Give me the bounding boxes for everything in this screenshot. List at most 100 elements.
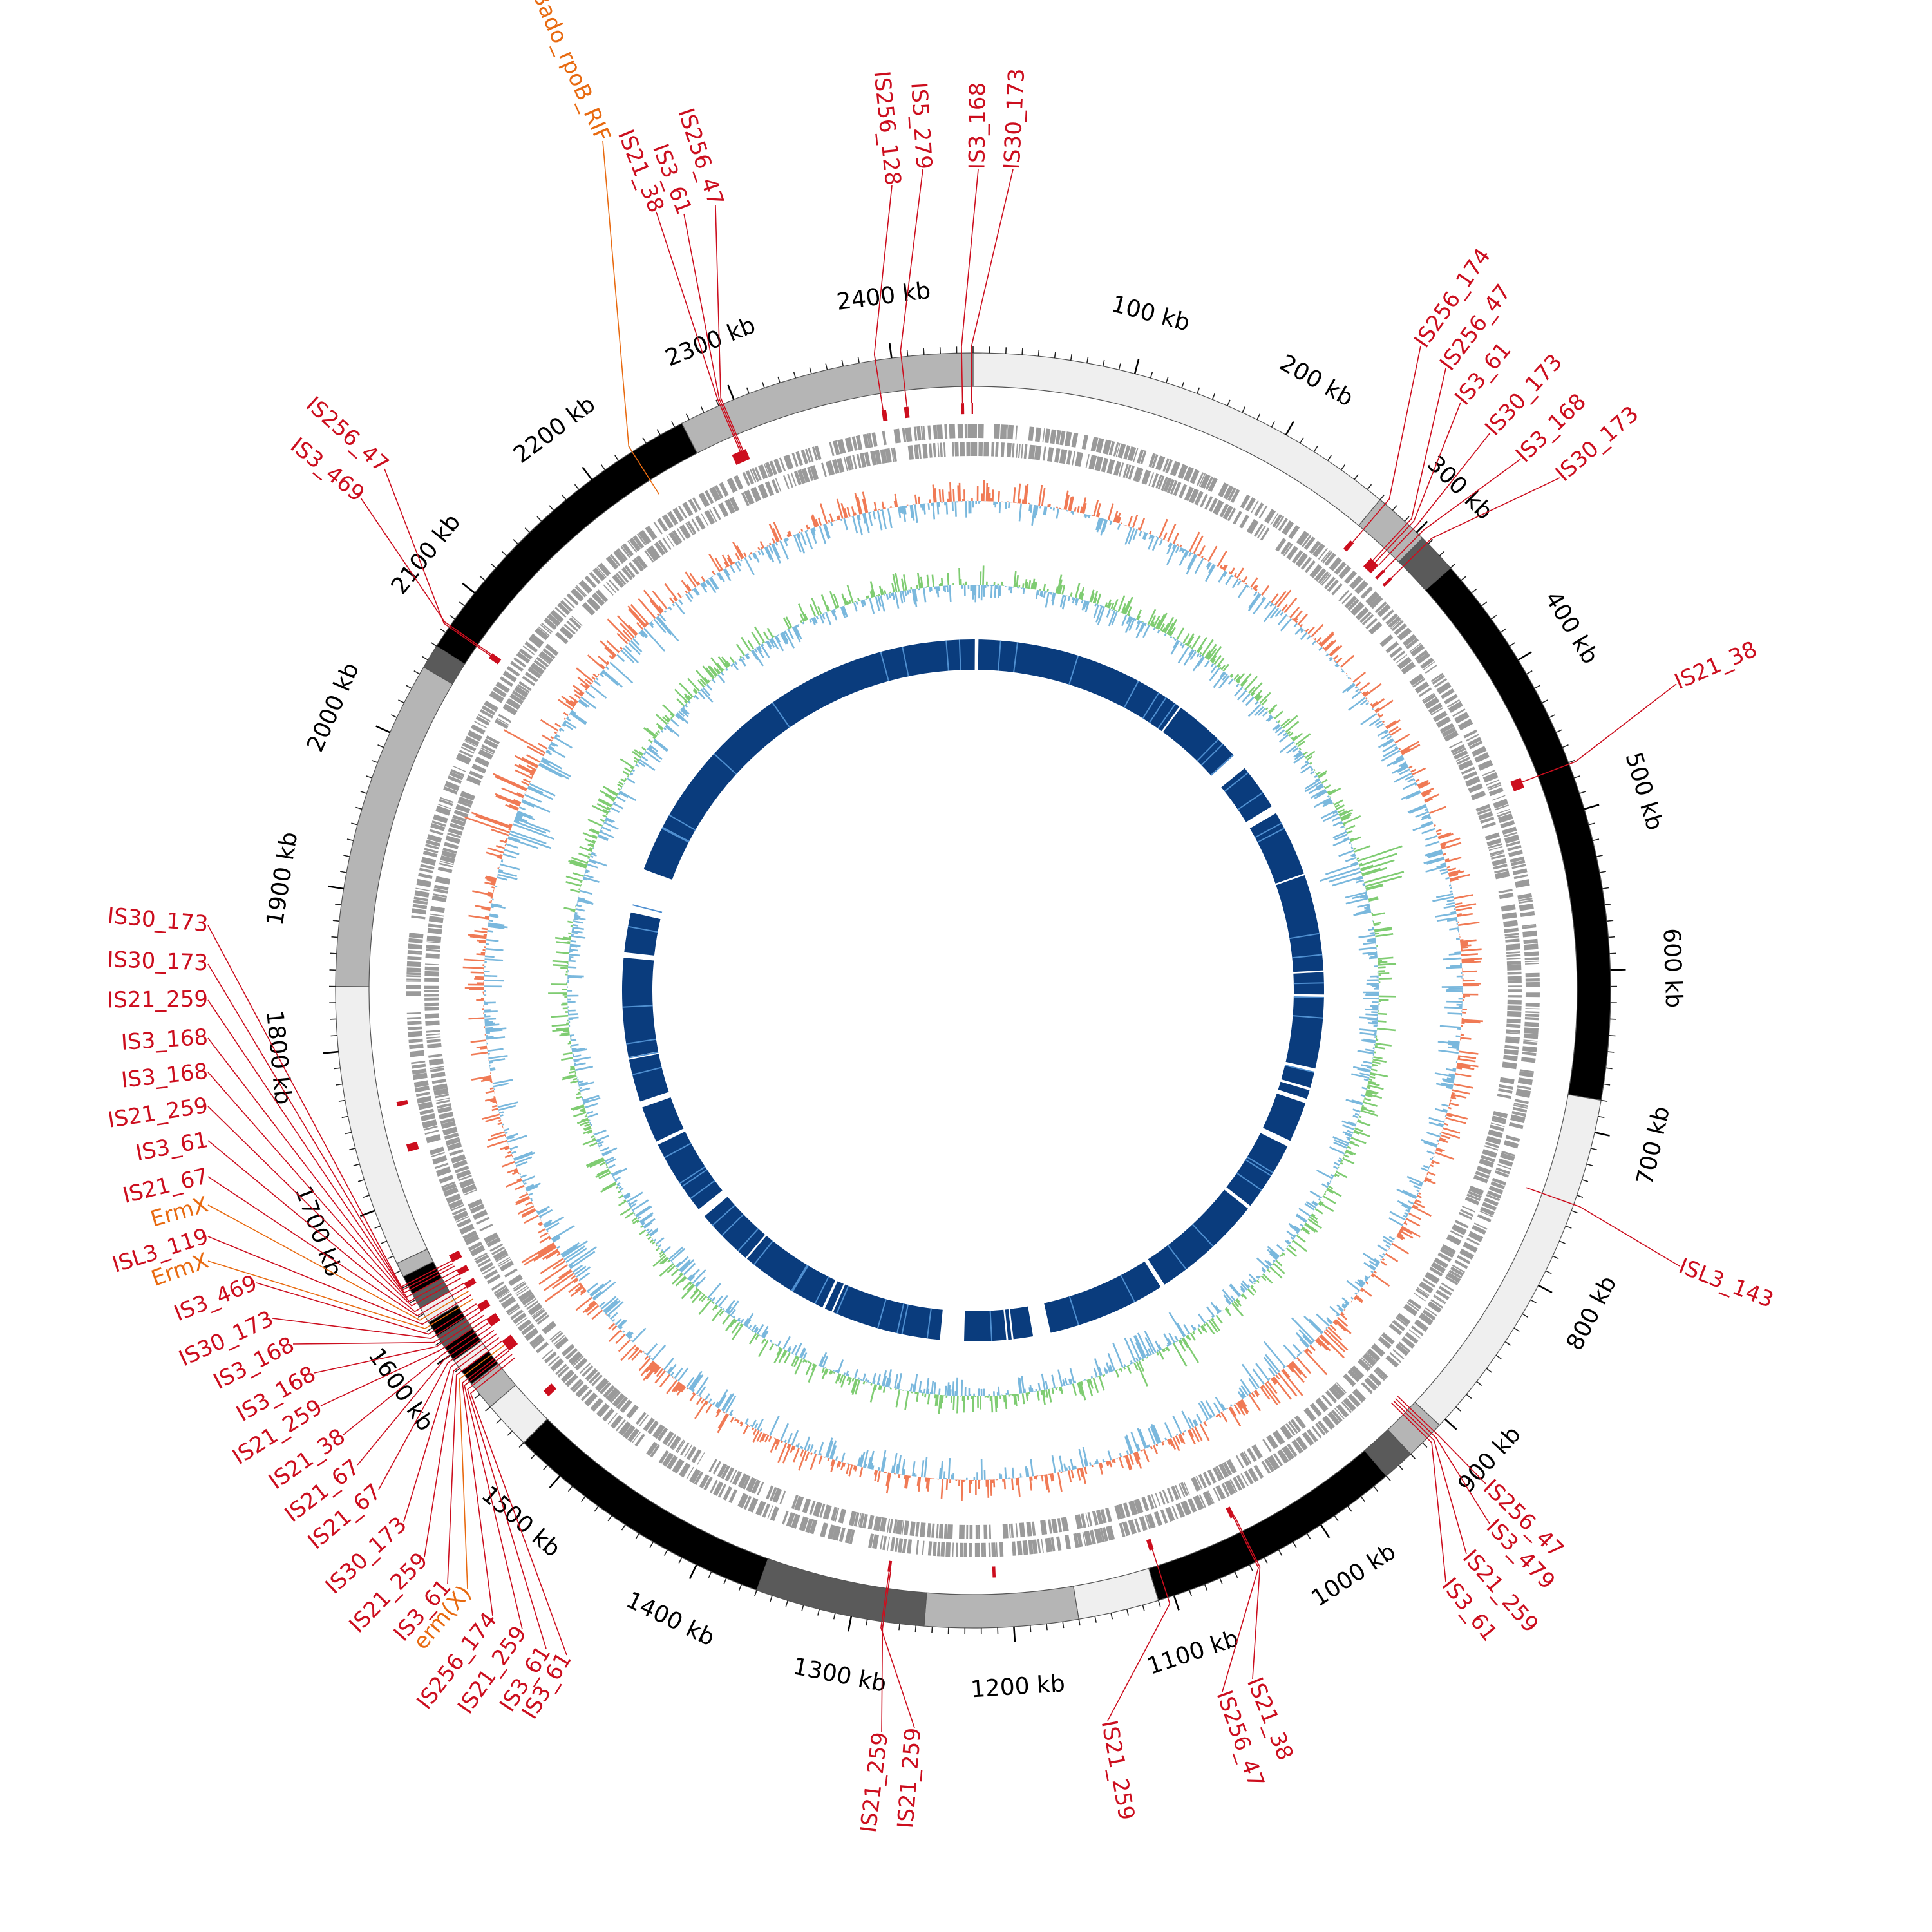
blast-hit-block bbox=[1221, 768, 1272, 822]
annotation-leader-line bbox=[1393, 1400, 1467, 1555]
annotation-leader-line bbox=[1222, 1517, 1259, 1692]
is-marker bbox=[1363, 558, 1379, 574]
annotation-leader-line bbox=[459, 1344, 506, 1590]
blast-hit-block bbox=[1148, 1189, 1248, 1285]
scale-tick-label: 700 kb bbox=[1632, 1104, 1676, 1188]
is-element-label: IS3_168 bbox=[120, 1025, 209, 1056]
is-element-markers bbox=[396, 403, 1524, 1578]
scale-tick-label: 400 kb bbox=[1539, 587, 1603, 668]
annotation-leader-line bbox=[1107, 1549, 1171, 1721]
annotation-leader-line bbox=[1390, 1402, 1446, 1582]
scale-tick-label: 2200 kb bbox=[509, 391, 600, 469]
gene-track-reverse bbox=[424, 442, 1522, 1539]
contig-segment bbox=[923, 1586, 1079, 1629]
is-element-label: IS256_128 bbox=[869, 70, 906, 187]
annotation-leader-line bbox=[1378, 432, 1491, 566]
is-element-label: IS21_259 bbox=[106, 1093, 210, 1133]
annotation-leader-line bbox=[447, 1340, 502, 1584]
contig-segment bbox=[681, 352, 974, 454]
is-element-label: IS21_259 bbox=[893, 1727, 926, 1829]
is-marker bbox=[406, 1141, 419, 1152]
is-marker bbox=[1375, 569, 1385, 580]
annotation-leader-line bbox=[1383, 459, 1521, 571]
is-marker bbox=[457, 1265, 469, 1276]
is-element-label: IS21_259 bbox=[856, 1730, 894, 1833]
blast-hit-block bbox=[643, 639, 973, 880]
blast-hit-block bbox=[1005, 1309, 1012, 1340]
is-marker bbox=[1382, 577, 1393, 587]
annotation-leader-line bbox=[1397, 1396, 1487, 1485]
is-marker bbox=[971, 403, 973, 415]
annotation-leader-line bbox=[320, 1318, 487, 1406]
annotation-leader-line bbox=[207, 999, 455, 1294]
is-element-label: IS3_168 bbox=[120, 1059, 209, 1094]
annotation-leader-line bbox=[602, 140, 659, 495]
scale-tick-label: 2400 kb bbox=[835, 278, 933, 316]
scale-tick-label: 800 kb bbox=[1562, 1272, 1622, 1355]
annotation-leader-line bbox=[1522, 683, 1677, 783]
is-marker bbox=[1146, 1539, 1154, 1551]
annotation-leader-line bbox=[715, 205, 744, 451]
annotation-leader-line bbox=[207, 1072, 459, 1302]
is-marker bbox=[502, 1334, 518, 1351]
annotation-leader-line bbox=[683, 213, 743, 451]
resistance-gene-label: Bado_rpoB_RIF bbox=[527, 0, 616, 146]
blast-hit-block bbox=[978, 639, 1180, 732]
blast-hit-block bbox=[1010, 1306, 1034, 1340]
is-marker bbox=[489, 653, 502, 665]
annotation-leader-line bbox=[403, 1333, 497, 1522]
is-marker bbox=[486, 1312, 500, 1327]
annotation-leader-line bbox=[1374, 402, 1461, 563]
is-marker bbox=[887, 1560, 893, 1572]
gene-features bbox=[424, 442, 1522, 1539]
genome-tracks bbox=[335, 352, 1611, 1629]
annotation-leader-line bbox=[656, 211, 741, 452]
scale-tick-label: 300 kb bbox=[1422, 451, 1497, 526]
annotation-leader-line bbox=[1234, 1516, 1261, 1680]
annotation-leader-line bbox=[378, 1329, 495, 1490]
annotation-leader-line bbox=[207, 1204, 469, 1321]
annotation-leader-line bbox=[880, 1571, 915, 1728]
is-element-label: IS5_279 bbox=[905, 82, 936, 170]
gc-skew-track bbox=[548, 565, 1405, 1414]
annotation-leader-line bbox=[207, 1176, 467, 1317]
scale-tick-label: 1400 kb bbox=[622, 1587, 719, 1652]
annotation-leader-line bbox=[207, 1236, 471, 1325]
annotation-leader-line bbox=[207, 1140, 464, 1312]
blast-hit-block bbox=[746, 1235, 836, 1308]
annotation-leader-line bbox=[1395, 1398, 1490, 1524]
blast-hit-block bbox=[973, 639, 975, 670]
wave-positive bbox=[548, 565, 1405, 1414]
is-element-label: ISL3_143 bbox=[1675, 1253, 1777, 1313]
is-element-label: IS30_173 bbox=[107, 947, 209, 976]
scale-tick-label: 1100 kb bbox=[1144, 1625, 1242, 1680]
wave-positive bbox=[462, 480, 1483, 1501]
blast-hit-block bbox=[1162, 707, 1233, 775]
is-marker bbox=[396, 1099, 408, 1107]
annotation-leader-line bbox=[292, 1311, 482, 1345]
is-element-label: IS30_173 bbox=[106, 903, 209, 937]
blast-identity-ring bbox=[622, 639, 1324, 1342]
is-element-label: IS21_38 bbox=[1671, 636, 1761, 695]
is-marker bbox=[1226, 1506, 1235, 1519]
annotation-leader-line bbox=[464, 1350, 523, 1630]
annotation-leader-line bbox=[1372, 368, 1446, 561]
wave-negative bbox=[567, 584, 1379, 1397]
is-marker bbox=[543, 1383, 557, 1397]
annotation-leader-line bbox=[467, 1354, 547, 1649]
is-element-label: IS3_61 bbox=[133, 1127, 210, 1166]
blast-hit-block bbox=[833, 1284, 943, 1340]
blast-hit-block bbox=[1249, 813, 1304, 884]
scale-tick-label: 1200 kb bbox=[970, 1671, 1066, 1703]
blast-hit-block bbox=[1276, 875, 1324, 972]
annotation-leader-line bbox=[343, 1322, 489, 1435]
annotation-leader-line bbox=[424, 1337, 500, 1558]
scale-tick-label: 200 kb bbox=[1275, 350, 1358, 412]
is-element-label: IS30_173 bbox=[999, 68, 1030, 170]
blast-hit-block bbox=[1278, 1081, 1310, 1099]
annotation-leader-line bbox=[272, 1307, 479, 1340]
blast-hit-block bbox=[1263, 1093, 1306, 1141]
scale-tick-label: 600 kb bbox=[1658, 928, 1687, 1009]
blast-hit-block bbox=[824, 1281, 844, 1312]
